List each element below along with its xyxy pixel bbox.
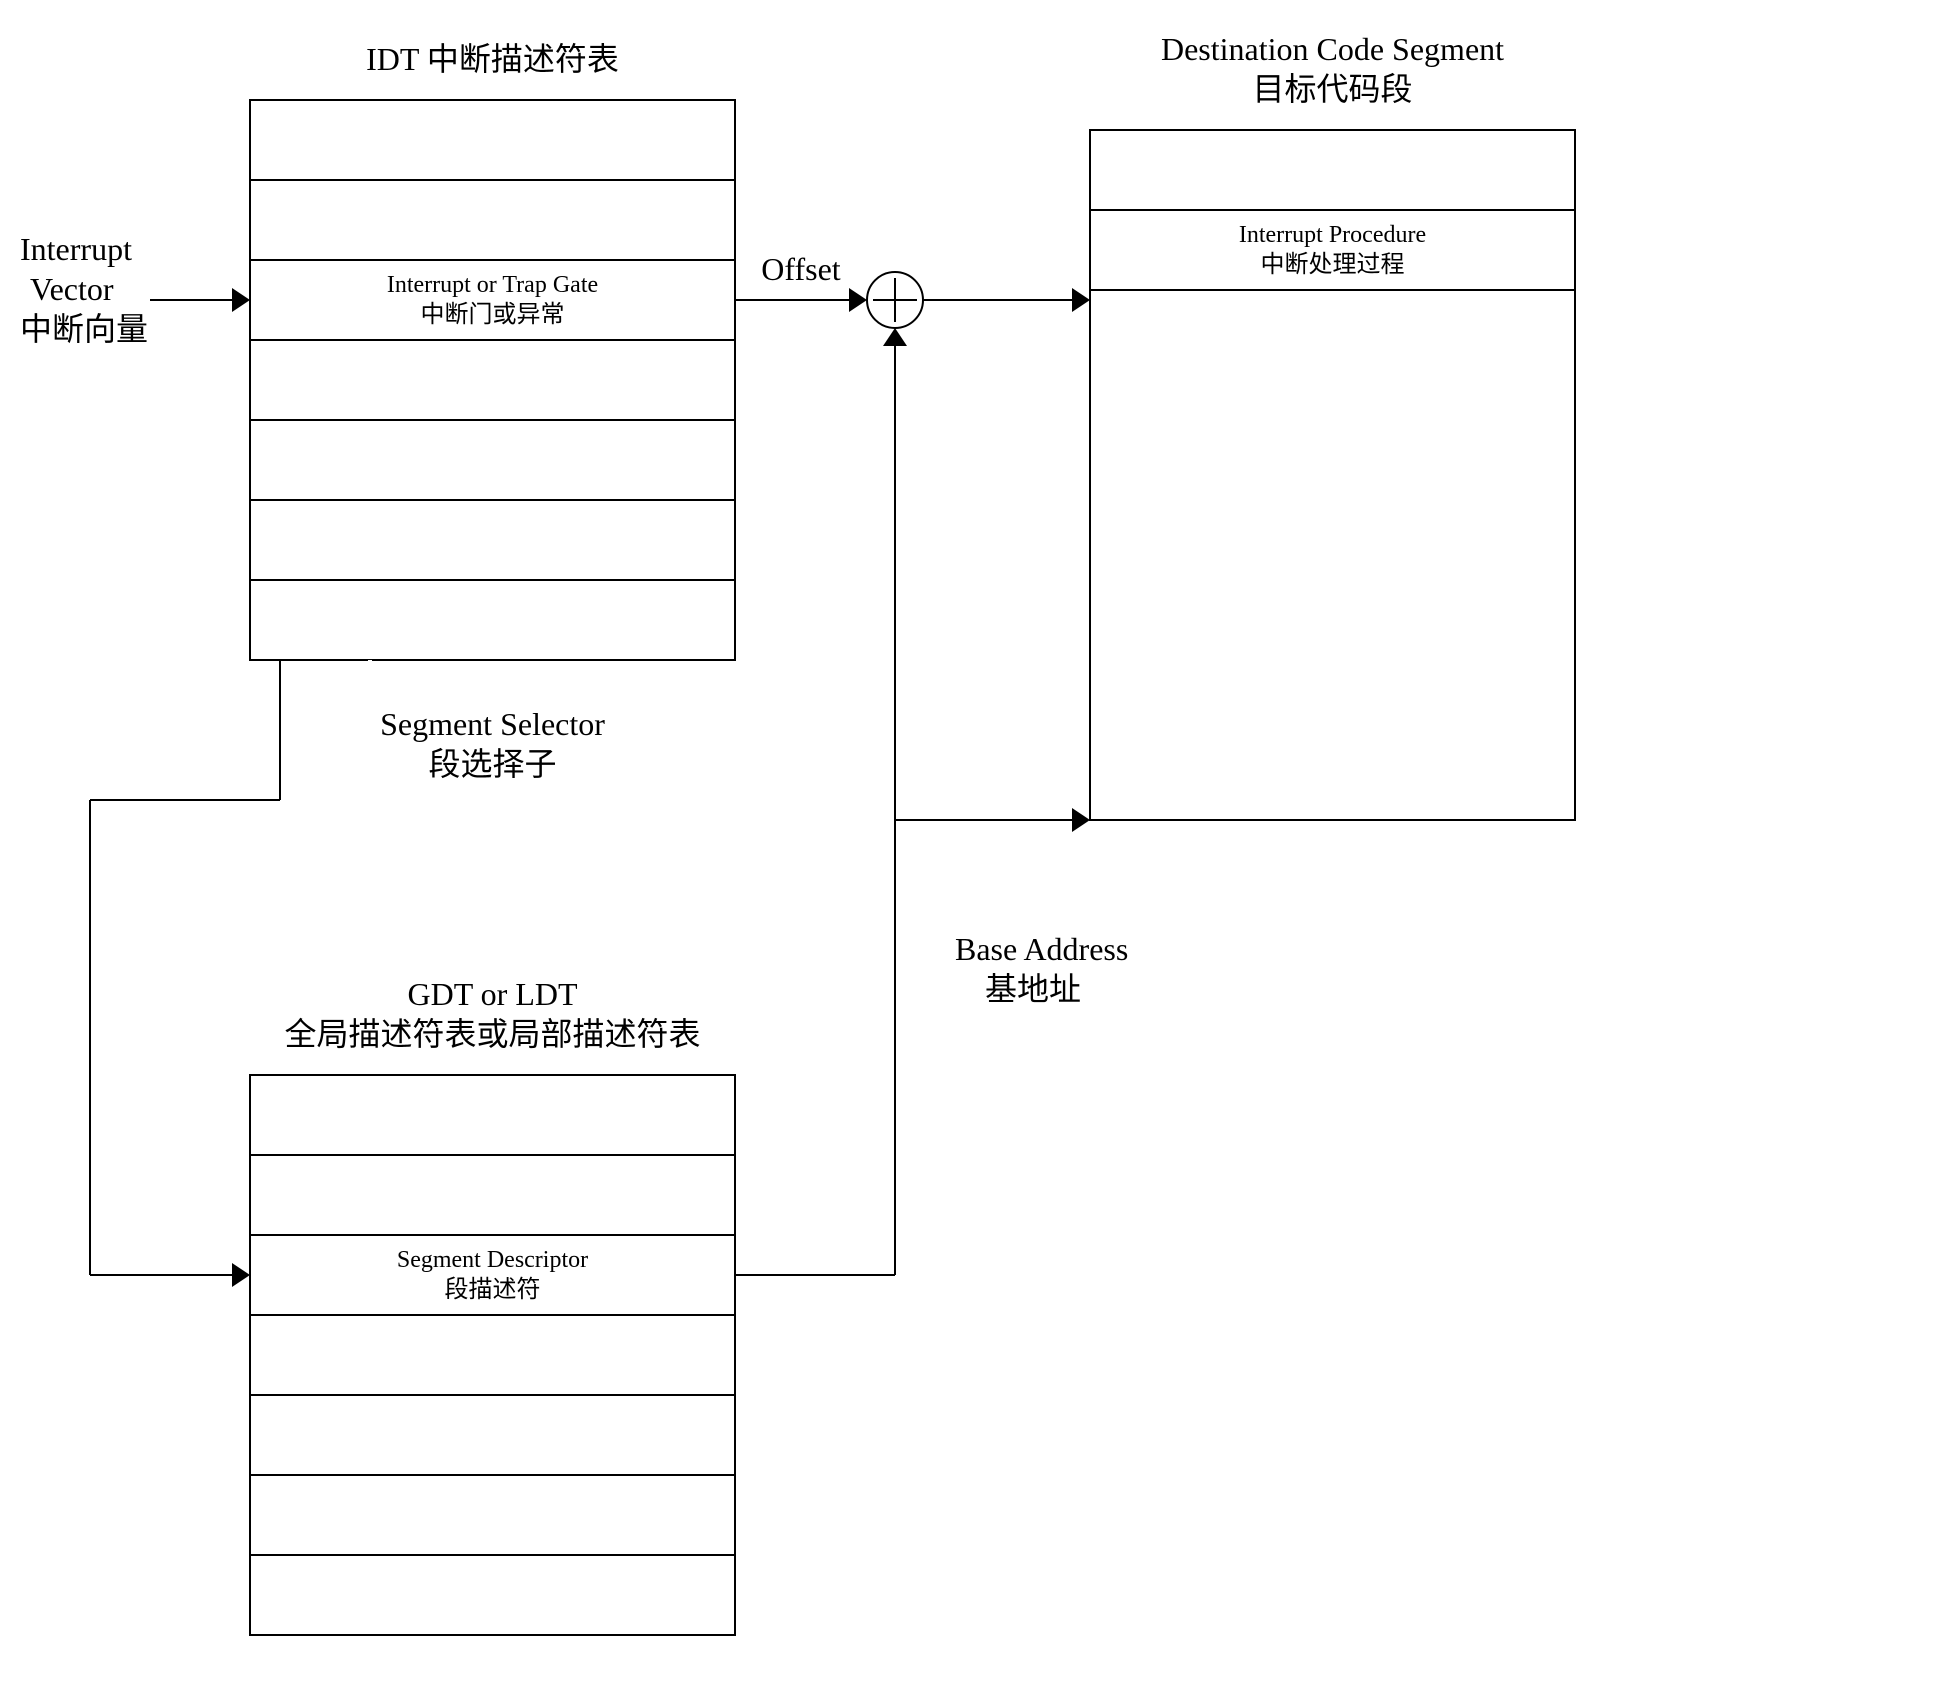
offset-label: Offset <box>761 251 841 287</box>
dest-proc-en: Interrupt Procedure <box>1239 222 1426 248</box>
seg-selector-cn: 段选择子 <box>428 746 556 782</box>
base-addr-en: Base Address <box>955 931 1128 967</box>
gdt-table <box>250 1075 735 1635</box>
idt-title: IDT 中断描述符表 <box>366 41 619 77</box>
interrupt-vector-en1: Interrupt <box>20 231 132 267</box>
idt-table <box>250 100 735 660</box>
seg-selector-en: Segment Selector <box>380 706 605 742</box>
idt-gate-en: Interrupt or Trap Gate <box>387 272 598 298</box>
idt-gate-cn: 中断门或异常 <box>421 301 565 328</box>
gdt-desc-en: Segment Descriptor <box>397 1247 588 1273</box>
dest-title-en: Destination Code Segment <box>1161 31 1504 67</box>
base-addr-cn: 基地址 <box>985 971 1081 1007</box>
dest-proc-cn: 中断处理过程 <box>1261 251 1405 278</box>
interrupt-vector-en2: Vector <box>30 271 114 307</box>
gdt-title-cn: 全局描述符表或局部描述符表 <box>284 1016 700 1052</box>
gdt-desc-cn: 段描述符 <box>445 1276 541 1303</box>
dest-title-cn: 目标代码段 <box>1252 71 1412 107</box>
gdt-title-en: GDT or LDT <box>407 976 578 1012</box>
interrupt-vector-cn: 中断向量 <box>20 311 148 347</box>
